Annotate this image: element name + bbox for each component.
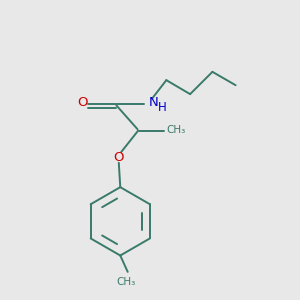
Text: CH₃: CH₃ bbox=[117, 277, 136, 287]
Text: CH₃: CH₃ bbox=[166, 125, 186, 135]
Text: O: O bbox=[77, 96, 88, 109]
Text: O: O bbox=[113, 151, 124, 164]
Text: N: N bbox=[149, 96, 159, 109]
Text: H: H bbox=[158, 101, 167, 114]
